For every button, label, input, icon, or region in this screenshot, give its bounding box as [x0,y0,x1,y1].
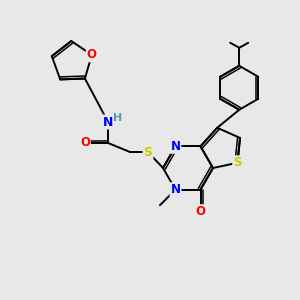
Text: O: O [87,48,97,61]
Text: H: H [113,113,123,123]
Text: N: N [103,116,113,128]
Text: S: S [233,156,242,169]
Text: S: S [143,146,152,158]
Text: N: N [170,140,181,153]
Text: O: O [196,205,206,218]
Text: N: N [170,183,181,196]
Text: O: O [80,136,90,149]
